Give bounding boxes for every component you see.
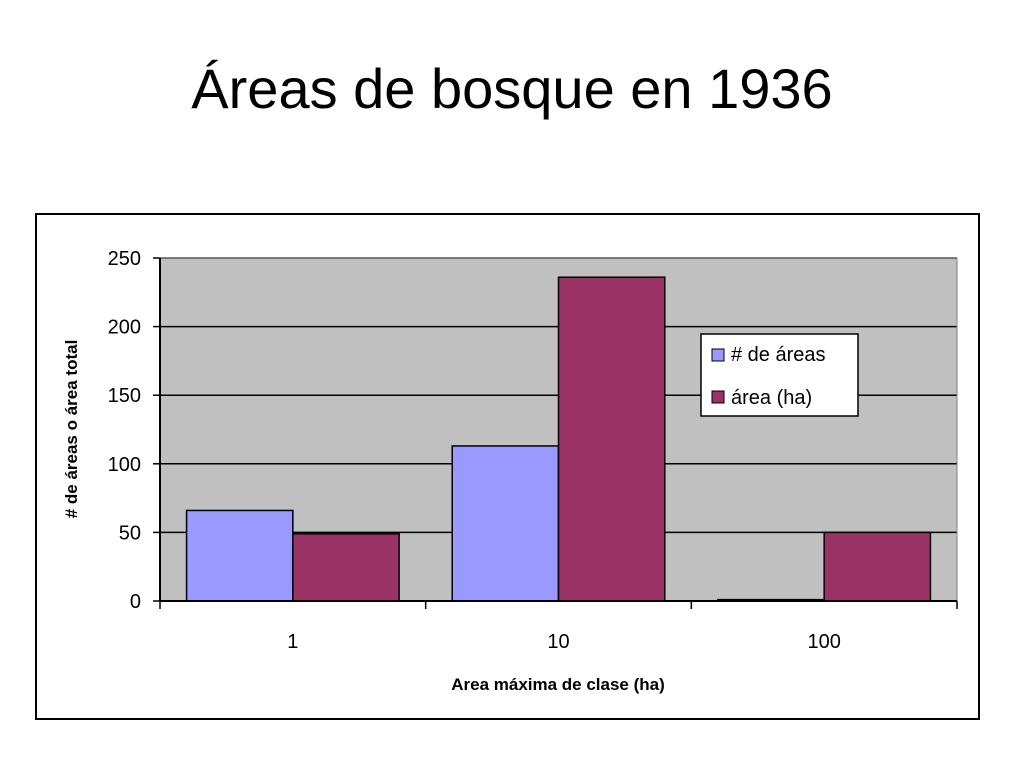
y-tick-label: 250 — [108, 248, 141, 270]
y-tick-label: 200 — [108, 317, 141, 339]
legend: # de áreas área (ha) — [700, 333, 859, 417]
chart-frame: 0 50 100 150 200 250 1 10 100 # de áreas o área… — [35, 213, 980, 720]
x-tick-label: 100 — [807, 631, 840, 653]
bar-chart: 0 50 100 150 200 250 1 10 100 # de áreas o área… — [62, 248, 958, 694]
bar-area-ha-100 — [823, 531, 932, 602]
slide-title: Áreas de bosque en 1936 — [191, 57, 833, 120]
legend-label-area-ha: área (ha) — [731, 387, 812, 409]
y-tick-label: 150 — [108, 385, 141, 407]
y-tick-label: 50 — [119, 522, 141, 544]
bar-area-ha-1 — [292, 533, 400, 602]
bars — [185, 276, 932, 602]
x-tick-labels: 1 10 100 — [287, 631, 841, 653]
legend-box — [700, 333, 859, 417]
axes — [153, 257, 958, 609]
y-tick-labels: 0 50 100 150 200 250 — [108, 248, 141, 613]
x-tick-label: 10 — [547, 631, 569, 653]
bar-num-areas-1 — [185, 509, 294, 602]
y-tick-label: 0 — [130, 591, 141, 613]
bar-area-ha-10 — [557, 276, 666, 602]
legend-swatch-area-ha — [711, 390, 725, 404]
bar-num-areas-10 — [451, 445, 560, 602]
x-tick-label: 1 — [287, 631, 298, 653]
x-axis-label: Area máxima de clase (ha) — [451, 675, 665, 694]
legend-label-areas: # de áreas — [731, 344, 826, 366]
y-tick-label: 100 — [108, 454, 141, 476]
y-axis-label: # de áreas o área total — [62, 340, 81, 519]
legend-swatch-areas — [711, 348, 725, 362]
